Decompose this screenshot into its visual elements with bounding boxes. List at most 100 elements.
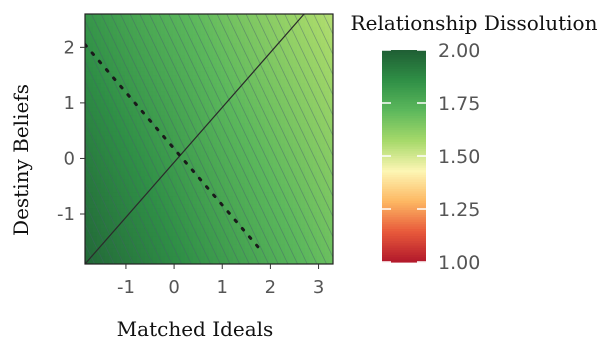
surface-cell [253,139,258,144]
surface-cell [273,175,278,180]
surface-cell [165,239,170,245]
surface-cell [181,114,186,120]
surface-cell [273,167,278,172]
surface-cell [141,215,146,221]
surface-cell [265,235,270,241]
surface-cell [293,66,298,72]
surface-cell [225,203,230,209]
surface-cell [329,235,333,241]
surface-cell [109,259,114,264]
surface-cell [153,90,158,96]
surface-cell [317,22,322,27]
surface-cell [197,54,202,59]
surface-cell [273,98,278,104]
surface-cell [105,46,110,51]
surface-cell [329,227,333,233]
surface-cell [201,114,206,120]
surface-cell [245,207,250,213]
surface-cell [209,114,214,120]
surface-cell [225,82,230,88]
surface-cell [269,179,274,184]
surface-cell [209,139,214,144]
surface-cell [137,50,142,55]
colorbar-segment [382,243,426,247]
surface-cell [305,114,310,120]
surface-cell [237,255,242,261]
surface-cell [273,70,278,76]
surface-cell [249,171,254,176]
surface-cell [329,54,333,59]
surface-cell [109,14,114,19]
surface-cell [209,70,214,76]
surface-cell [125,219,130,225]
surface-cell [169,231,174,237]
surface-cell [213,199,218,205]
surface-cell [201,163,206,168]
surface-cell [313,199,318,205]
surface-cell [133,215,138,221]
surface-cell [237,134,242,140]
surface-cell [193,82,198,88]
surface-cell [165,199,170,205]
colorbar-segment [382,130,426,134]
surface-cell [97,106,102,112]
surface-cell [329,179,333,184]
surface-cell [249,223,254,229]
surface-cell [169,30,174,35]
surface-cell [297,207,302,213]
surface-cell [97,239,102,245]
surface-cell [309,130,314,136]
surface-cell [185,54,190,59]
surface-cell [105,126,110,132]
surface-cell [265,155,270,160]
surface-cell [257,54,262,59]
surface-cell [201,235,206,241]
surface-cell [125,70,130,76]
surface-cell [193,215,198,221]
surface-cell [329,199,333,205]
surface-cell [225,122,230,128]
surface-cell [165,183,170,188]
surface-cell [229,171,234,176]
surface-cell [125,239,130,245]
surface-cell [189,207,194,213]
colorbar-segment [382,188,426,192]
surface-cell [89,98,94,104]
surface-cell [317,122,322,128]
surface-cell [117,66,122,72]
colorbar-segment [382,160,426,164]
colorbar: 2.001.751.501.251.00 [382,40,480,274]
surface-cell [185,110,190,116]
surface-cell [213,74,218,80]
surface-cell [273,187,278,193]
surface-cell [89,211,94,217]
surface-cell [85,139,90,144]
surface-cell [257,151,262,156]
surface-cell [285,58,290,63]
surface-cell [221,191,226,197]
surface-cell [229,251,234,257]
surface-cell [145,179,150,184]
surface-cell [305,102,310,108]
surface-cell [293,42,298,47]
surface-cell [125,126,130,132]
surface-cell [213,62,218,68]
surface-cell [209,175,214,180]
x-tick-label: 3 [313,277,324,298]
surface-cell [145,30,150,35]
surface-cell [101,94,106,100]
surface-cell [165,70,170,76]
surface-cell [149,106,154,112]
surface-cell [313,219,318,225]
surface-cell [285,219,290,225]
surface-cell [161,191,166,197]
surface-cell [149,179,154,184]
surface-cell [101,86,106,92]
surface-cell [177,203,182,209]
surface-cell [153,247,158,253]
surface-cell [85,251,90,257]
surface-cell [321,54,326,59]
surface-cell [85,54,90,59]
surface-cell [317,147,322,152]
